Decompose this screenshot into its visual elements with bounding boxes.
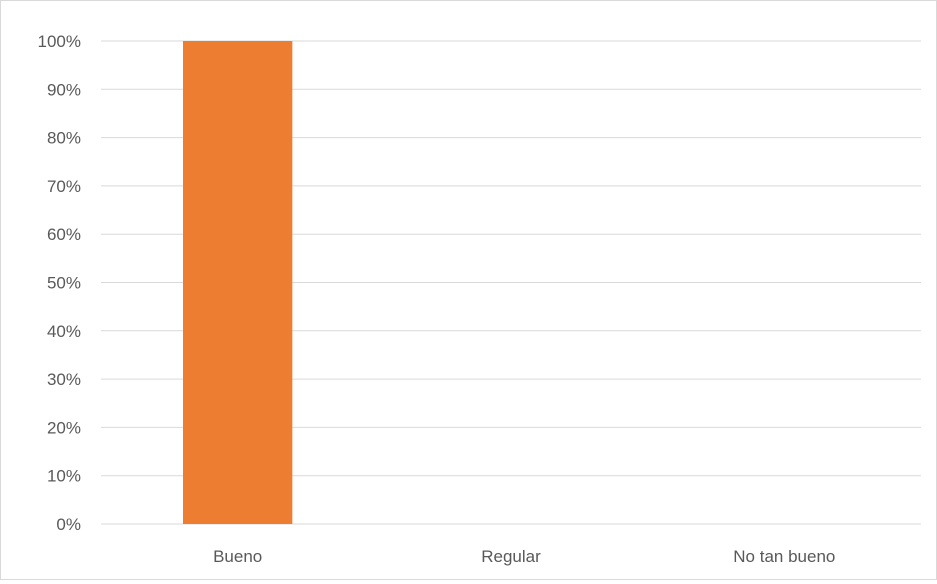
y-tick-label: 10% bbox=[47, 467, 81, 486]
x-tick-label: Bueno bbox=[213, 547, 262, 566]
bar-bueno bbox=[183, 41, 293, 524]
y-tick-label: 100% bbox=[38, 32, 81, 51]
y-tick-label: 80% bbox=[47, 129, 81, 148]
y-tick-label: 20% bbox=[47, 418, 81, 437]
y-tick-label: 30% bbox=[47, 370, 81, 389]
y-tick-label: 40% bbox=[47, 322, 81, 341]
y-tick-label: 90% bbox=[47, 80, 81, 99]
y-axis-tick-labels: 0% 10% 20% 30% 40% 50% 60% 70% 80% 90% 100% bbox=[38, 32, 81, 534]
y-tick-label: 60% bbox=[47, 225, 81, 244]
y-tick-label: 50% bbox=[47, 274, 81, 293]
y-tick-label: 70% bbox=[47, 177, 81, 196]
y-tick-label: 0% bbox=[56, 515, 81, 534]
bars bbox=[183, 41, 293, 524]
x-tick-label: No tan bueno bbox=[733, 547, 835, 566]
x-tick-label: Regular bbox=[481, 547, 541, 566]
x-axis-tick-labels: Bueno Regular No tan bueno bbox=[213, 547, 835, 566]
